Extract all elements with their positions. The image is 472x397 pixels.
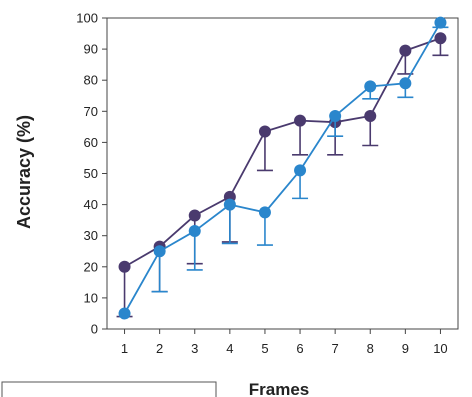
data-point [223, 198, 236, 211]
y-tick-label: 40 [84, 197, 98, 212]
y-tick-label: 100 [76, 11, 98, 26]
series-line [124, 37, 441, 268]
data-point [258, 125, 271, 138]
data-point [118, 307, 131, 320]
series-line [123, 22, 442, 314]
y-tick-label: 70 [84, 104, 98, 119]
data-point [294, 164, 307, 177]
y-tick-label: 30 [84, 228, 98, 243]
data-point [188, 225, 201, 238]
x-tick-label: 3 [191, 341, 198, 356]
x-tick-label: 1 [121, 341, 128, 356]
x-tick-label: 10 [433, 341, 447, 356]
data-point [188, 209, 201, 222]
plot-frame [106, 17, 459, 330]
x-tick-label: 5 [261, 341, 268, 356]
series-2 [118, 16, 449, 320]
plot-area [106, 17, 459, 330]
data-point [364, 80, 377, 93]
data-series [116, 16, 449, 320]
data-point [329, 109, 342, 122]
data-point [434, 32, 447, 45]
x-tick-label: 8 [367, 341, 374, 356]
y-tick-label: 0 [91, 322, 98, 337]
y-tick-label: 10 [84, 290, 98, 305]
y-tick-label: 50 [84, 166, 98, 181]
data-point [258, 206, 271, 219]
data-point [118, 260, 131, 273]
data-point [364, 109, 377, 122]
x-tick-label: 9 [402, 341, 409, 356]
data-point [434, 16, 447, 29]
data-point [153, 245, 166, 258]
x-tick-label: 4 [226, 341, 233, 356]
x-tick-label: 7 [332, 341, 339, 356]
data-point [399, 77, 412, 90]
series-1 [116, 32, 449, 318]
y-tick-label: 20 [84, 259, 98, 274]
y-axis-title: Accuracy (%) [14, 115, 34, 229]
x-tick-label: 2 [156, 341, 163, 356]
y-tick-label: 80 [84, 73, 98, 88]
legend-box [1, 381, 217, 397]
y-tick-label: 60 [84, 135, 98, 150]
data-point [294, 114, 307, 127]
x-axis: 1 2 3 4 5 6 7 8 9 10 [121, 329, 448, 356]
y-axis: 0 10 20 30 40 50 60 70 80 90 100 [76, 11, 107, 337]
x-tick-label: 6 [296, 341, 303, 356]
data-point [399, 44, 412, 57]
y-tick-label: 90 [84, 42, 98, 57]
x-axis-title: Frames [249, 380, 309, 397]
